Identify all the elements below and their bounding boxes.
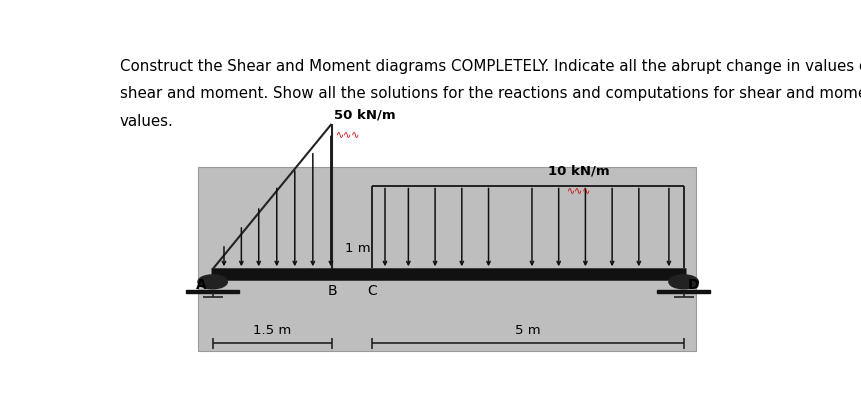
Text: 50 kN/m: 50 kN/m [333, 108, 394, 121]
Text: B: B [327, 284, 337, 298]
Text: values.: values. [120, 114, 173, 129]
Bar [186, 291, 239, 294]
Text: 1 m: 1 m [345, 241, 370, 254]
Text: 5 m: 5 m [514, 324, 540, 337]
Bar [198, 167, 695, 351]
Text: A: A [195, 277, 207, 291]
Text: C: C [367, 284, 377, 298]
Text: 1.5 m: 1.5 m [252, 324, 291, 337]
Text: 10 kN/m: 10 kN/m [548, 164, 609, 177]
Text: shear and moment. Show all the solutions for the reactions and computations for : shear and moment. Show all the solutions… [120, 86, 861, 101]
Text: D: D [687, 277, 698, 291]
Text: Construct the Shear and Moment diagrams COMPLETELY. Indicate all the abrupt chan: Construct the Shear and Moment diagrams … [120, 58, 861, 74]
Bar [656, 291, 709, 294]
Text: ∿∿∿: ∿∿∿ [336, 129, 360, 139]
Circle shape [668, 275, 697, 289]
Circle shape [198, 275, 227, 289]
Text: ∿∿∿: ∿∿∿ [566, 186, 591, 196]
